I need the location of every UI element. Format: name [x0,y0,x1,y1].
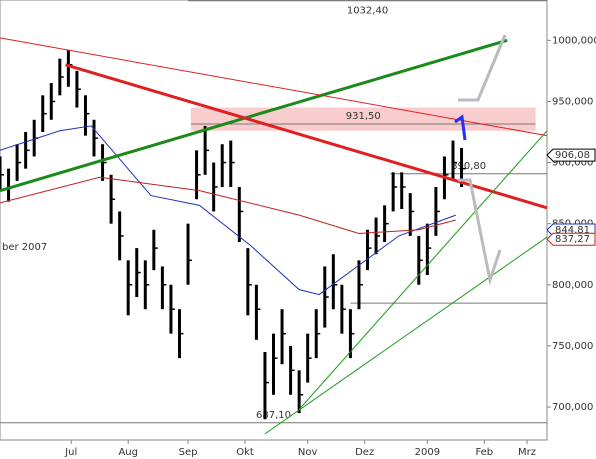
level-label: 931,50 [346,111,381,122]
arrow-blue [454,114,467,141]
trend-line [298,130,548,410]
trend-line [0,38,508,193]
y-tick-label: 700,000 [552,402,593,413]
price-flag-label: 837,27 [555,234,590,245]
trend-line [264,236,548,435]
price-flag-label: 844,81 [555,225,590,236]
moving-average [0,125,457,296]
x-tick-label: 2009 [415,447,440,458]
level-label: 687,10 [256,410,291,421]
x-tick-label: Dez [355,447,374,458]
y-tick-label: 1000,000 [552,35,596,46]
price-flag [546,148,596,162]
trend-line [0,37,548,137]
x-tick-label: Jul [64,447,77,458]
price-flag [546,232,596,246]
x-tick-label: Okt [236,447,254,458]
x-tick-label: Mrz [518,447,536,458]
y-tick-label: 800,000 [552,280,593,291]
y-tick-label: 900,000 [552,158,593,169]
annotation: ber 2007 [2,242,47,253]
y-tick-label: 750,000 [552,341,593,352]
price-flag-label: 906,08 [555,150,590,161]
x-tick-label: Feb [475,447,493,458]
arrow-down [458,178,502,286]
y-tick-label: 950,000 [552,96,593,107]
moving-average [0,176,456,234]
level-label: 1032,40 [347,6,388,17]
arrow-up [458,34,507,102]
x-tick-label: Sep [179,447,198,458]
x-tick-label: Aug [118,447,138,458]
x-tick-label: Nov [298,447,318,458]
level-label: 890,80 [451,161,486,172]
trend-line [65,63,548,210]
resistance-band [190,107,536,131]
